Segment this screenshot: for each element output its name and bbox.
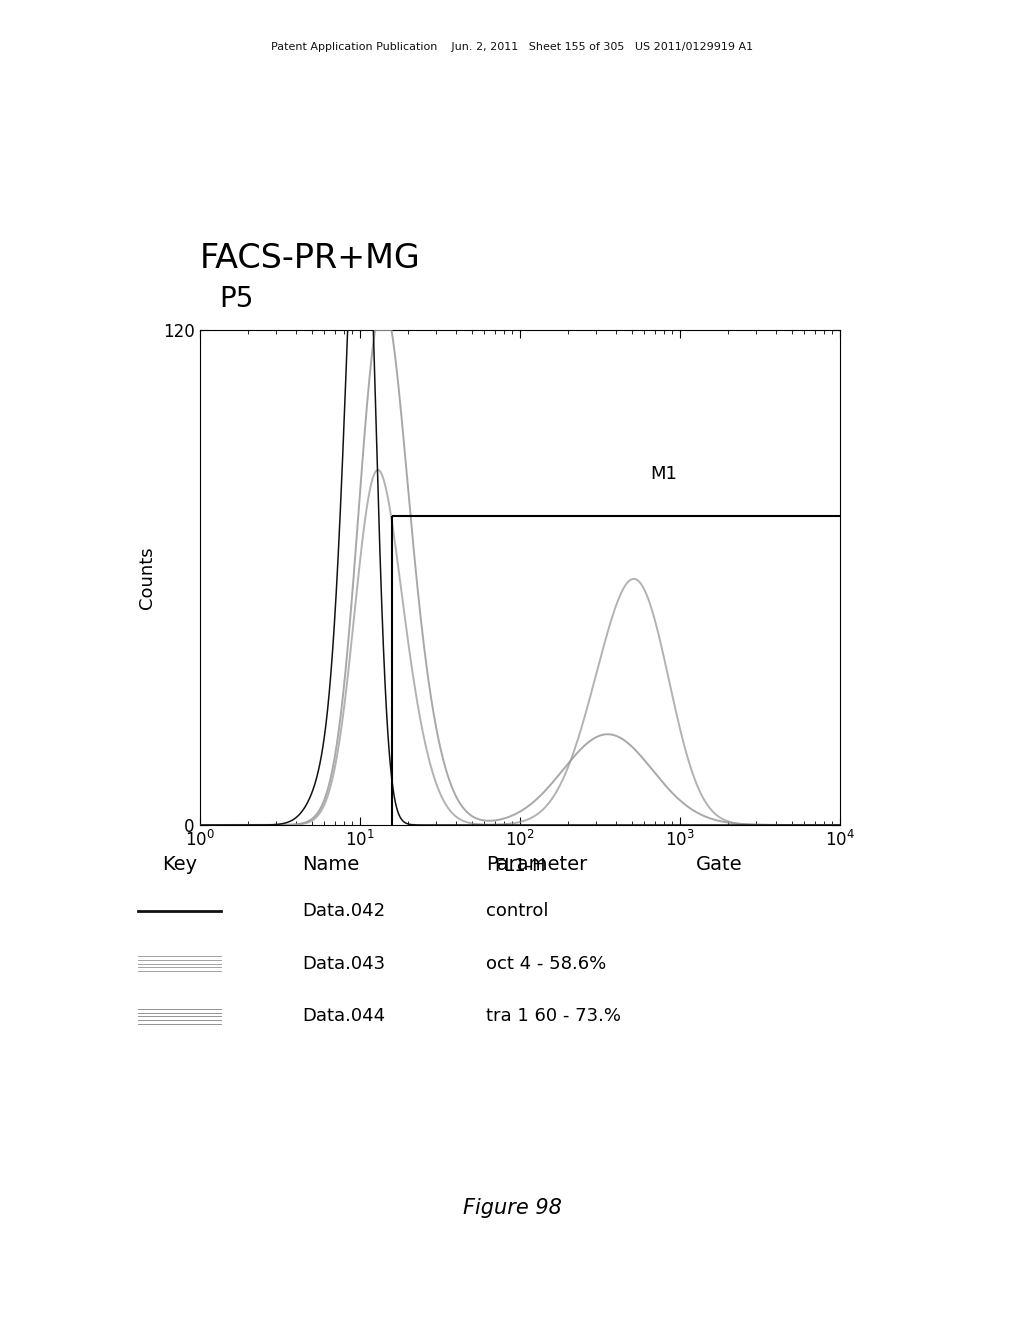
Text: control: control [486, 902, 549, 920]
Text: tra 1 60 - 73.%: tra 1 60 - 73.% [486, 1007, 622, 1026]
Text: Data.044: Data.044 [302, 1007, 385, 1026]
Text: Gate: Gate [696, 855, 743, 874]
Text: Patent Application Publication    Jun. 2, 2011   Sheet 155 of 305   US 2011/0129: Patent Application Publication Jun. 2, 2… [271, 42, 753, 53]
Text: Name: Name [302, 855, 359, 874]
Text: Data.042: Data.042 [302, 902, 385, 920]
Text: Data.043: Data.043 [302, 954, 385, 973]
Text: M1: M1 [650, 465, 677, 483]
Text: P5: P5 [219, 285, 253, 313]
X-axis label: FL1-H: FL1-H [494, 857, 546, 875]
Text: Key: Key [162, 855, 197, 874]
Y-axis label: Counts: Counts [138, 546, 156, 609]
Text: oct 4 - 58.6%: oct 4 - 58.6% [486, 954, 606, 973]
Text: Figure 98: Figure 98 [463, 1197, 561, 1218]
Text: Parameter: Parameter [486, 855, 588, 874]
Text: FACS-PR+MG: FACS-PR+MG [200, 242, 421, 275]
